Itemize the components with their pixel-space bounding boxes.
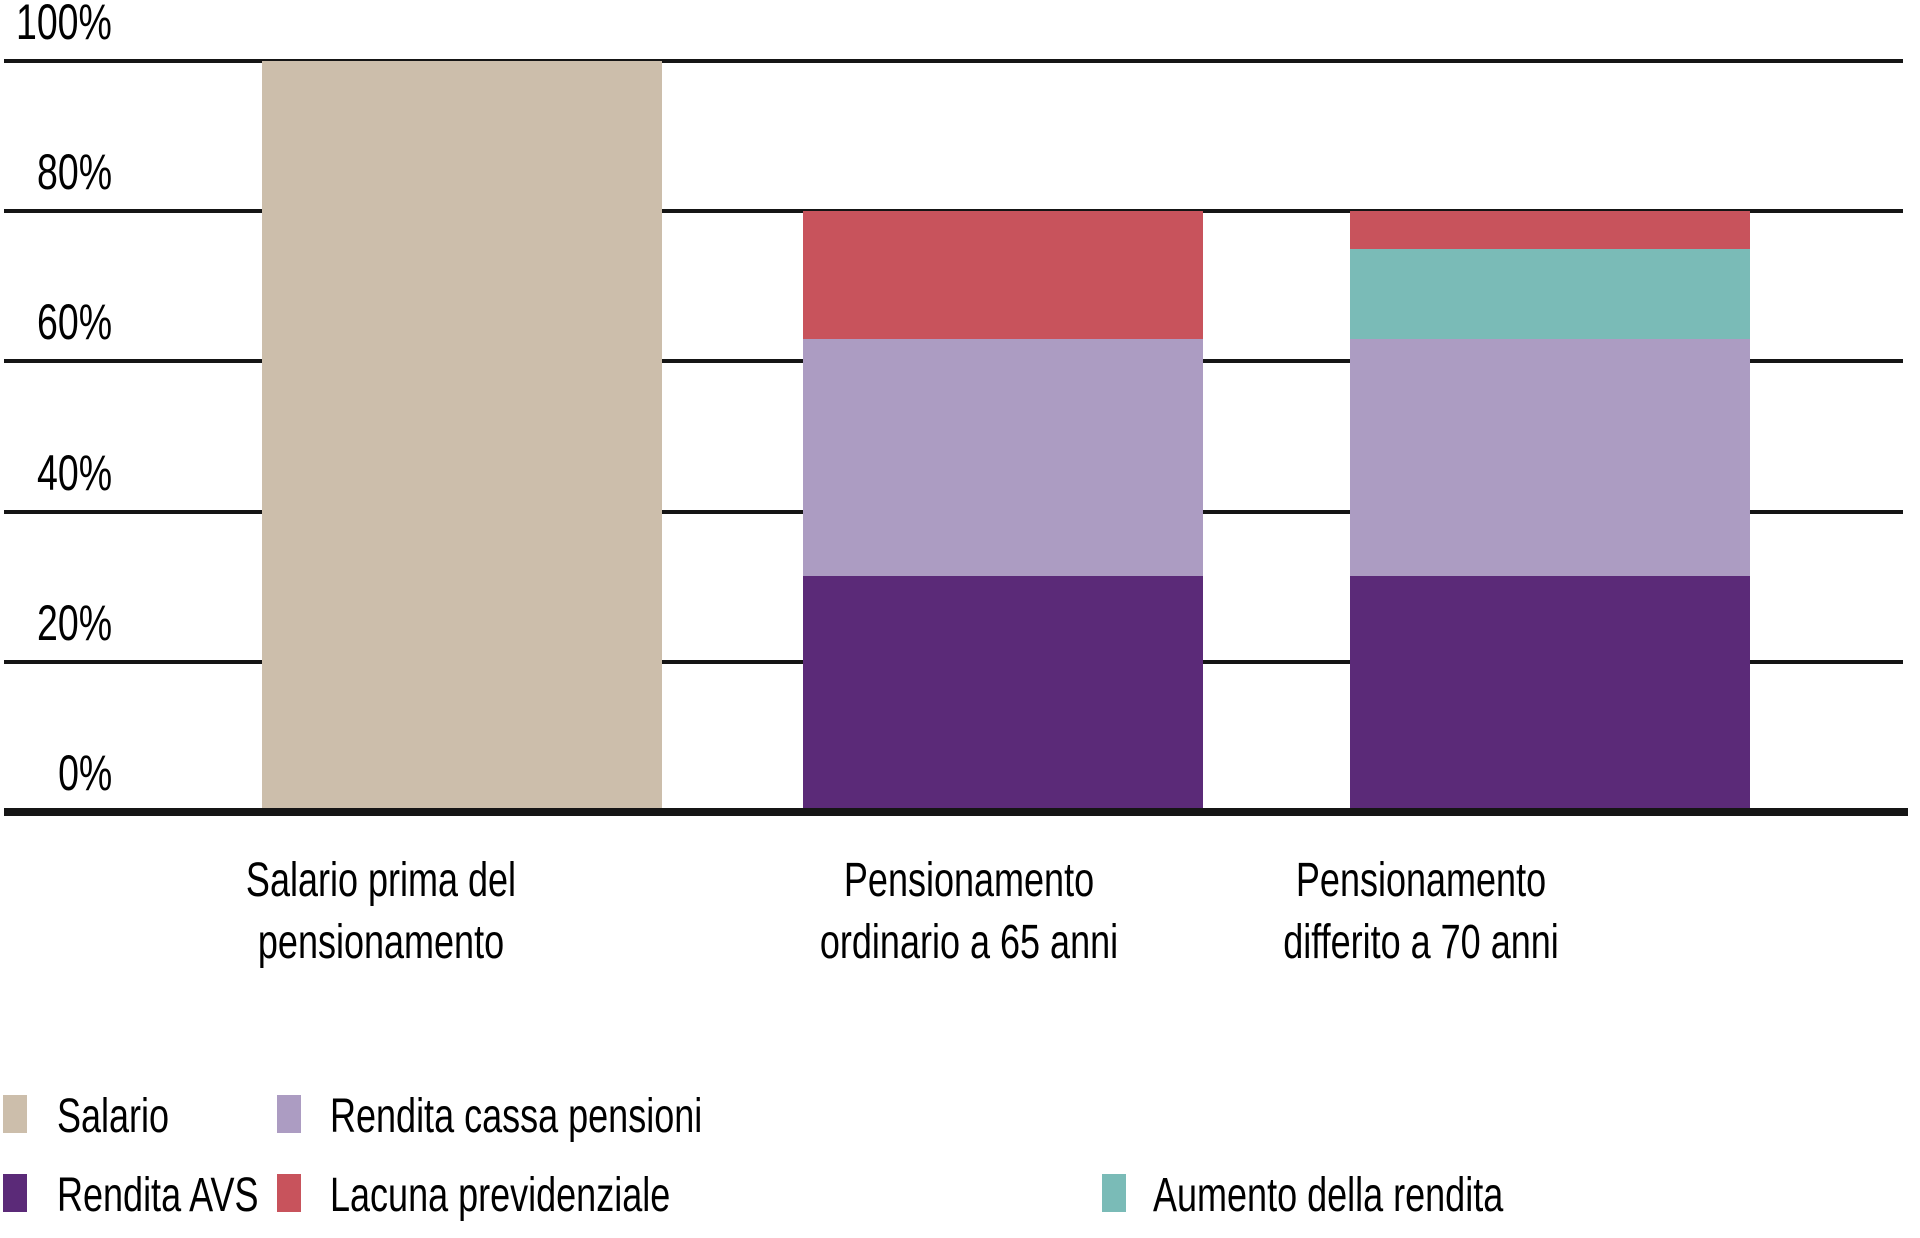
bar-segment-aumento-della-rendita (1350, 249, 1750, 339)
bar-segment-lacuna-previdenziale (1350, 211, 1750, 249)
bar-2 (803, 0, 1203, 1238)
gridline-60 (4, 359, 1903, 363)
legend-label-aumento-della-rendita: Aumento della rendita (1153, 1169, 1504, 1222)
category-label-2: Pensionamento ordinario a 65 anni (684, 850, 1254, 974)
bar-segment-lacuna-previdenziale (803, 211, 1203, 339)
y-tick-label-60: 60% (36, 294, 112, 350)
legend-swatch-rendita-avs (3, 1174, 27, 1212)
gridline-20 (4, 660, 1903, 664)
legend-swatch-aumento-della-rendita (1102, 1174, 1126, 1212)
bar-segment-salario (262, 61, 662, 812)
category-label-3: Pensionamento differito a 70 anni (1136, 850, 1706, 974)
category-label-line: pensionamento (257, 916, 505, 969)
gridline-40 (4, 510, 1903, 514)
legend-swatch-salario (3, 1095, 27, 1133)
y-tick-label-40: 40% (36, 445, 112, 501)
bar-segment-rendita-cassa-pensioni (1350, 339, 1750, 576)
gridline-80 (4, 209, 1903, 213)
category-label-line: Salario prima del (245, 854, 517, 907)
category-label-line: Pensionamento (1295, 854, 1547, 907)
bar-1 (262, 0, 662, 1238)
bar-segment-rendita-avs (803, 575, 1203, 812)
bar-3 (1350, 0, 1750, 1238)
legend-swatch-rendita-cassa-pensioni (277, 1095, 301, 1133)
y-tick-label-80: 80% (36, 144, 112, 200)
legend-label-lacuna-previdenziale: Lacuna previdenziale (330, 1169, 671, 1222)
y-tick-label-100: 100% (16, 0, 112, 50)
bar-segment-rendita-avs (1350, 575, 1750, 812)
category-label-line: ordinario a 65 anni (819, 916, 1119, 969)
bar-segment-rendita-cassa-pensioni (803, 339, 1203, 576)
gridline-100 (4, 59, 1903, 63)
legend-swatch-lacuna-previdenziale (277, 1174, 301, 1212)
category-label-line: Pensionamento (843, 854, 1095, 907)
category-label-1: Salario prima del pensionamento (96, 850, 666, 974)
legend-label-rendita-cassa-pensioni: Rendita cassa pensioni (330, 1090, 703, 1143)
y-tick-label-20: 20% (36, 595, 112, 651)
legend-label-salario: Salario (57, 1090, 170, 1143)
y-tick-label-0: 0% (57, 745, 112, 801)
legend-label-rendita-avs: Rendita AVS (57, 1169, 259, 1222)
x-axis-baseline (4, 808, 1908, 816)
category-label-line: differito a 70 anni (1283, 916, 1559, 969)
